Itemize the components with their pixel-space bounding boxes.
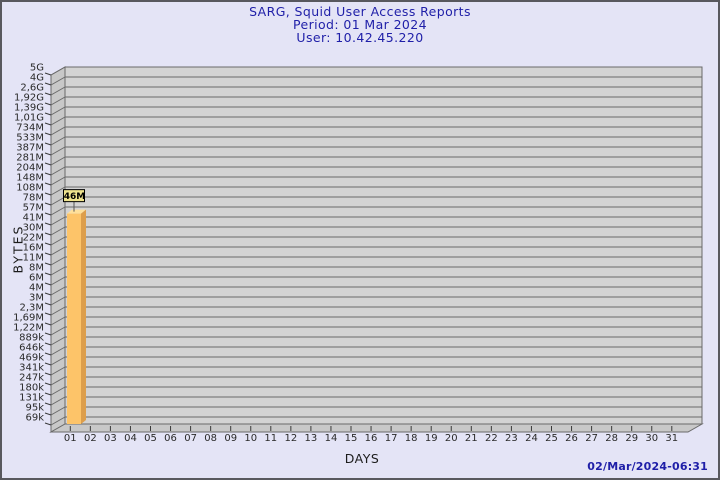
x-tick-label: 19 (425, 433, 438, 444)
x-tick-label: 07 (184, 433, 197, 444)
y-tick-label: 533M (16, 133, 44, 144)
x-tick-label: 08 (204, 433, 217, 444)
plot-panel (64, 66, 703, 425)
x-tick-label: 06 (164, 433, 177, 444)
y-tick-label: 1,22M (13, 323, 44, 334)
x-tick-label: 01 (64, 433, 77, 444)
y-tick-label: 69k (25, 413, 44, 424)
report-header: SARG, Squid User Access Reports Period: … (2, 5, 718, 44)
y-tick-label: 646k (19, 343, 44, 354)
y-tick-label: 3M (29, 293, 44, 304)
x-tick-label: 05 (144, 433, 157, 444)
y-tick-label: 1,92G (14, 93, 44, 104)
x-tick-labels: 01 02 03 04 05 06 07 08 09 10 11 12 13 14 15 16 17 18 19 20… (64, 426, 678, 444)
data-bar-day-01: 46M (63, 189, 86, 424)
x-tick-label: 23 (505, 433, 518, 444)
x-tick-label: 22 (485, 433, 498, 444)
y-tick-label: 108M (16, 183, 44, 194)
y-tick-label: 2,3M (19, 303, 44, 314)
y-tick-label: 41M (23, 213, 44, 224)
report-generated-timestamp: 02/Mar/2024-06:31 (587, 460, 708, 473)
x-tick-label: 14 (325, 433, 338, 444)
y-tick-label: 95k (25, 403, 44, 414)
y-tick-label: 1,39G (14, 103, 44, 114)
y-tick-label: 8M (29, 263, 44, 274)
y-tick-label: 281M (16, 153, 44, 164)
x-tick-label: 27 (585, 433, 598, 444)
y-tick-label: 11M (23, 253, 44, 264)
bar-value-label: 46M (64, 192, 86, 202)
bar-value-label-box (63, 189, 85, 203)
x-tick-label: 25 (545, 433, 558, 444)
y-tick-label: 1,69M (13, 313, 44, 324)
y-tick-label: 78M (23, 193, 44, 204)
x-tick-label: 11 (264, 433, 277, 444)
y-tick-label: 16M (23, 243, 44, 254)
y-tick-label: 341k (19, 363, 44, 374)
x-tick-label: 31 (665, 433, 678, 444)
x-tick-label: 10 (244, 433, 257, 444)
y-tick-labels: 5G4G2,6G1,92G1,39G1,01G734M533M387M281M2… (13, 63, 44, 424)
report-period: Period: 01 Mar 2024 (292, 17, 427, 32)
y-tick-label: 22M (23, 233, 44, 244)
y-tick-label: 5G (30, 63, 44, 74)
x-tick-label: 20 (445, 433, 458, 444)
x-tick-label: 15 (345, 433, 358, 444)
x-tick-label: 17 (385, 433, 398, 444)
x-tick-label: 21 (465, 433, 478, 444)
y-tick-label: 148M (16, 173, 44, 184)
x-tick-label: 26 (565, 433, 578, 444)
y-tick-label: 2,6G (20, 83, 44, 94)
y-tick-label: 131k (19, 393, 44, 404)
y-tick-label: 204M (16, 163, 44, 174)
y-tick-label: 4M (29, 283, 44, 294)
report-title: SARG, Squid User Access Reports (249, 4, 471, 19)
x-tick-label: 12 (284, 433, 297, 444)
y-tick-label: 6M (29, 273, 44, 284)
x-tick-label: 30 (645, 433, 658, 444)
y-tick-label: 889k (19, 333, 44, 344)
x-tick-label: 18 (405, 433, 418, 444)
x-tick-label: 24 (525, 433, 538, 444)
y-tick-label: 247k (19, 373, 44, 384)
y-tick-label: 30M (23, 223, 44, 234)
x-tick-label: 04 (124, 433, 137, 444)
y-tick-label: 734M (16, 123, 44, 134)
x-axis-title: DAYS (344, 451, 380, 466)
y-tick-label: 180k (19, 383, 44, 394)
y-tick-label: 1,01G (14, 113, 44, 124)
y-tick-label: 387M (16, 143, 44, 154)
x-tick-label: 13 (305, 433, 318, 444)
y-tick-label: 469k (19, 353, 44, 364)
y-tick-label: 57M (23, 203, 44, 214)
x-tick-label: 16 (365, 433, 378, 444)
y-gridlines (44, 66, 702, 426)
report-user: User: 10.42.45.220 (296, 30, 424, 45)
x-tick-label: 28 (605, 433, 618, 444)
x-tick-label: 02 (84, 433, 97, 444)
y-tick-label: 4G (30, 73, 44, 84)
x-tick-label: 03 (104, 433, 117, 444)
x-tick-label: 29 (625, 433, 638, 444)
x-tick-label: 09 (224, 433, 237, 444)
